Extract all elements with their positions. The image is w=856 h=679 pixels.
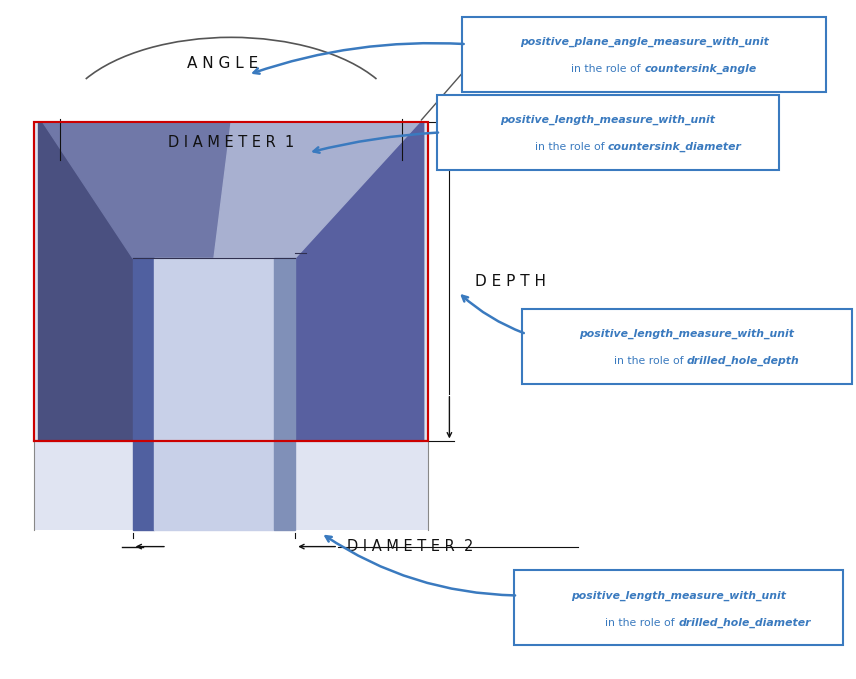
Polygon shape (39, 122, 133, 441)
Polygon shape (133, 441, 154, 530)
Text: drilled_hole_diameter: drilled_hole_diameter (678, 617, 811, 628)
Text: D E P T H: D E P T H (475, 274, 546, 289)
Text: positive_length_measure_with_unit: positive_length_measure_with_unit (580, 329, 794, 340)
Text: D I A M E T E R  1: D I A M E T E R 1 (168, 135, 294, 150)
Polygon shape (154, 441, 274, 530)
FancyBboxPatch shape (437, 95, 779, 170)
FancyBboxPatch shape (462, 17, 826, 92)
Text: positive_length_measure_with_unit: positive_length_measure_with_unit (500, 115, 716, 126)
Polygon shape (274, 258, 295, 441)
Text: in the role of: in the role of (535, 143, 608, 152)
Polygon shape (274, 441, 295, 530)
Text: in the role of: in the role of (605, 618, 678, 627)
Polygon shape (214, 122, 419, 258)
Polygon shape (154, 258, 274, 441)
Text: A N G L E: A N G L E (187, 56, 259, 71)
FancyBboxPatch shape (34, 441, 428, 530)
Text: countersink_angle: countersink_angle (645, 64, 757, 75)
Polygon shape (295, 122, 424, 441)
FancyBboxPatch shape (522, 309, 852, 384)
Text: drilled_hole_depth: drilled_hole_depth (687, 356, 800, 367)
FancyBboxPatch shape (34, 122, 428, 441)
Polygon shape (133, 258, 154, 441)
FancyBboxPatch shape (514, 570, 843, 645)
Text: D I A M E T E R  2: D I A M E T E R 2 (347, 539, 473, 554)
Polygon shape (43, 122, 231, 258)
Text: in the role of: in the role of (614, 356, 687, 366)
Text: countersink_diameter: countersink_diameter (608, 142, 741, 153)
Text: positive_length_measure_with_unit: positive_length_measure_with_unit (571, 590, 786, 601)
Text: in the role of: in the role of (571, 65, 645, 74)
Text: positive_plane_angle_measure_with_unit: positive_plane_angle_measure_with_unit (520, 37, 769, 48)
